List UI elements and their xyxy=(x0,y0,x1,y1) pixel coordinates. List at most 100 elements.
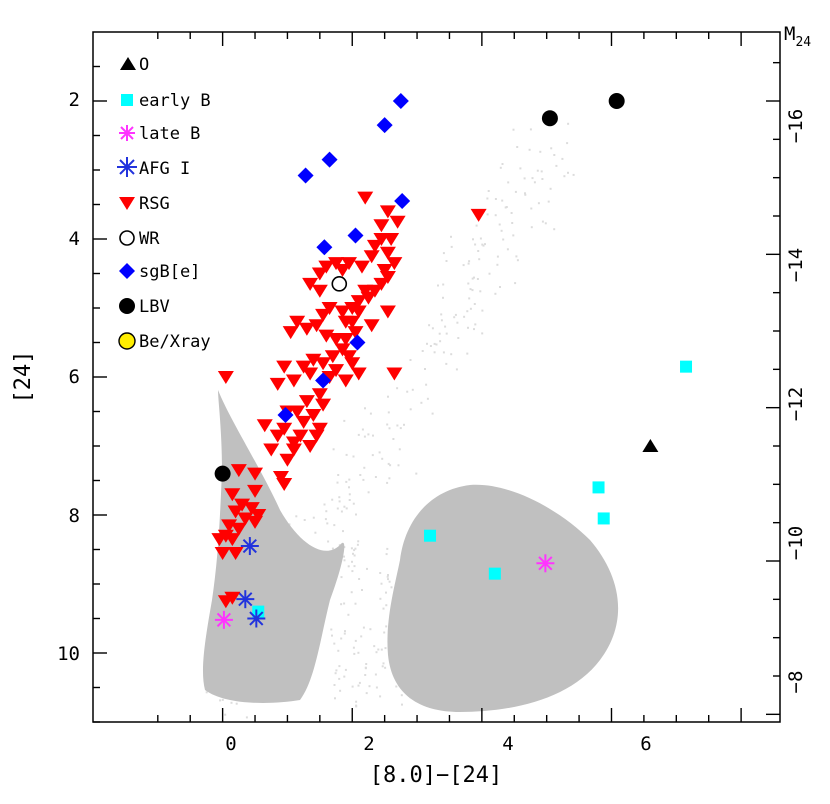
cloud-dot xyxy=(501,199,504,202)
cloud-dot xyxy=(445,332,448,335)
cloud-dot xyxy=(403,553,406,556)
cloud-dot xyxy=(410,582,413,585)
cloud-dot xyxy=(504,206,507,209)
point-early-b xyxy=(488,567,501,580)
legend-label-lbv: LBV xyxy=(139,297,170,317)
point-rsg xyxy=(386,367,403,381)
cloud-dot xyxy=(555,164,558,167)
point-rsg xyxy=(217,529,234,543)
cloud-dot xyxy=(354,547,357,550)
legend-label-afg-i: AFG I xyxy=(139,159,190,179)
legend-marker-be-xray xyxy=(118,332,136,350)
point-early-b xyxy=(252,605,265,618)
cloud-dot xyxy=(350,591,353,594)
cloud-dot xyxy=(343,546,346,549)
cloud-dot xyxy=(396,387,399,390)
cloud-dot xyxy=(469,307,472,310)
cloud-dot xyxy=(223,694,226,697)
cloud-dot xyxy=(410,615,413,618)
y2-tick-label-m8: −8 xyxy=(785,671,807,694)
cloud-dot xyxy=(450,235,452,238)
cloud-dot xyxy=(390,586,393,589)
cloud-dot xyxy=(295,515,298,518)
cloud-dot xyxy=(354,602,357,605)
point-late-b xyxy=(536,554,555,573)
x-tick-label-0: 0 xyxy=(225,733,236,755)
cloud-dot xyxy=(230,701,233,704)
point-rsg xyxy=(386,257,403,271)
cloud-dot xyxy=(462,264,465,267)
cloud-dot xyxy=(433,351,436,354)
cloud-dot xyxy=(343,602,346,605)
cloud-dot xyxy=(392,438,395,440)
point-rsg xyxy=(269,377,286,391)
cloud-dot xyxy=(336,481,339,484)
cloud-dot xyxy=(442,283,445,286)
point-rsg xyxy=(318,260,335,274)
point-rsg xyxy=(227,505,244,519)
cloud-dot xyxy=(363,466,366,469)
cloud-dot xyxy=(232,645,235,647)
cloud-dot xyxy=(530,207,533,210)
legend-marker-wr xyxy=(119,230,135,246)
point-early-b xyxy=(597,512,610,525)
cloud-dot xyxy=(351,685,354,688)
cloud-dot xyxy=(427,687,430,690)
x-tick-label-4: 4 xyxy=(502,733,513,755)
cloud-dot xyxy=(567,122,570,125)
point-rsg xyxy=(321,371,338,384)
cloud-dot xyxy=(343,419,346,422)
cloud-dot xyxy=(367,491,370,494)
cloud-dot xyxy=(274,639,277,641)
cloud-dot xyxy=(292,612,295,615)
cloud-dot xyxy=(385,604,388,607)
point-rsg xyxy=(337,315,354,329)
point-afg-i xyxy=(240,537,259,556)
cloud-dot xyxy=(357,684,360,687)
point-rsg xyxy=(308,429,325,443)
cloud-dot xyxy=(348,493,351,496)
cloud-dot xyxy=(416,652,419,655)
point-sgb-e xyxy=(349,334,366,351)
cloud-dot xyxy=(388,427,391,430)
cloud-dot xyxy=(381,457,384,460)
cloud-dot xyxy=(396,636,399,639)
cloud-dot xyxy=(379,572,382,574)
cloud-dot xyxy=(364,407,366,410)
y2-tick-label-m16: −16 xyxy=(785,109,807,143)
point-rsg xyxy=(243,502,260,516)
cloud-dot xyxy=(316,602,319,605)
cloud-dot xyxy=(419,673,422,675)
cloud-dot xyxy=(385,553,388,556)
cloud-dot xyxy=(388,477,391,480)
y-tick-label-2: 2 xyxy=(69,89,80,111)
cloud-dot xyxy=(344,630,346,633)
cloud-dot xyxy=(242,613,245,615)
x-tick-label-2: 2 xyxy=(363,733,374,755)
cloud-dot xyxy=(553,154,556,156)
cloud-dot xyxy=(331,547,334,550)
cloud-dot xyxy=(455,368,458,371)
cloud-dot xyxy=(442,252,445,255)
cloud-dot xyxy=(335,669,338,672)
cloud-dot xyxy=(310,621,313,624)
point-sgb-e xyxy=(376,117,393,134)
point-rsg xyxy=(373,219,390,233)
cloud-dot xyxy=(358,578,361,580)
point-rsg xyxy=(334,343,351,357)
cloud-dot xyxy=(445,362,448,365)
cloud-dot xyxy=(303,519,306,521)
cloud-dot xyxy=(409,359,412,361)
legend-label-late-b: late B xyxy=(139,124,200,144)
legend-label-wr: WR xyxy=(139,229,160,249)
cloud-dot xyxy=(539,150,542,153)
cloud-dot xyxy=(214,665,217,668)
point-sgb-e xyxy=(394,193,411,210)
cloud-dot xyxy=(371,454,374,457)
legend-marker-sgbe xyxy=(119,263,135,279)
data-points xyxy=(211,93,693,629)
point-late-b-stroke xyxy=(538,556,553,571)
legend-marker-o xyxy=(120,57,136,70)
cloud-dot xyxy=(435,548,438,551)
cloud-dot xyxy=(431,412,434,415)
